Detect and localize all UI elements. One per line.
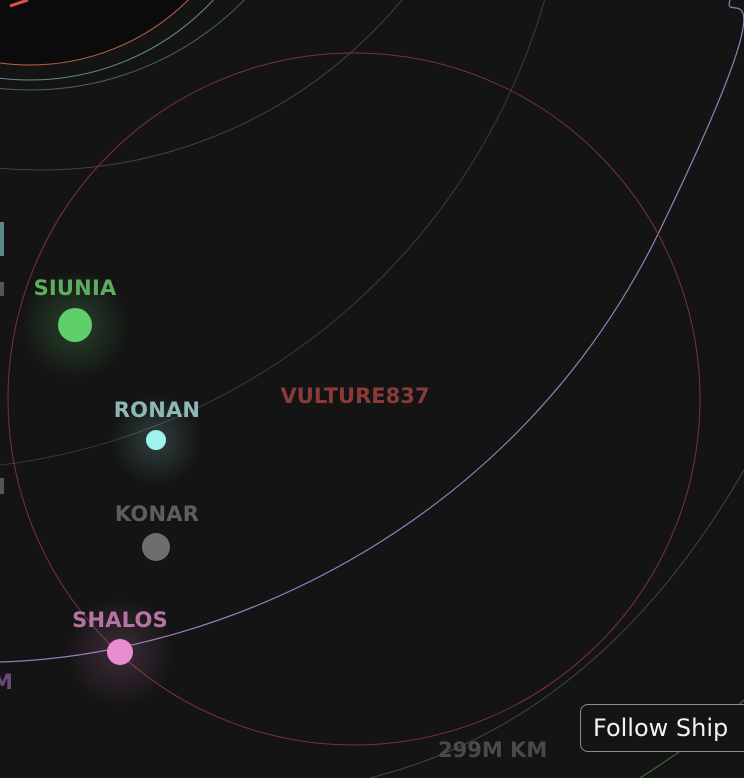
- offscreen-label: M: [0, 670, 13, 694]
- orbit-ring: [0, 0, 189, 66]
- planet-siunia[interactable]: [58, 308, 92, 342]
- orbit-ring: [0, 0, 245, 91]
- trajectory-streak: [9, 0, 29, 8]
- ship-label[interactable]: VULTURE837: [280, 384, 430, 408]
- offscreen-marker: [0, 282, 4, 296]
- planet-konar[interactable]: [142, 533, 170, 561]
- orbit-ring-purple: [0, 0, 744, 663]
- planet-label-siunia: SIUNIA: [33, 276, 117, 300]
- orbit-ring: [369, 469, 744, 778]
- central-star-zone: [0, 0, 189, 65]
- planet-shalos[interactable]: [107, 639, 133, 665]
- planet-label-konar: KONAR: [114, 502, 200, 526]
- ship-zone: [7, 52, 701, 746]
- offscreen-marker: [0, 222, 4, 256]
- offscreen-marker: [0, 478, 4, 494]
- follow-ship-button[interactable]: Follow Ship: [580, 704, 744, 752]
- planet-ronan[interactable]: [146, 430, 166, 450]
- orbit-ring: [0, 0, 403, 171]
- planet-label-ronan: RONAN: [113, 398, 201, 422]
- planet-label-shalos: SHALOS: [72, 608, 168, 632]
- orbit-ring: [0, 0, 214, 81]
- scale-label: 299M KM: [438, 738, 548, 762]
